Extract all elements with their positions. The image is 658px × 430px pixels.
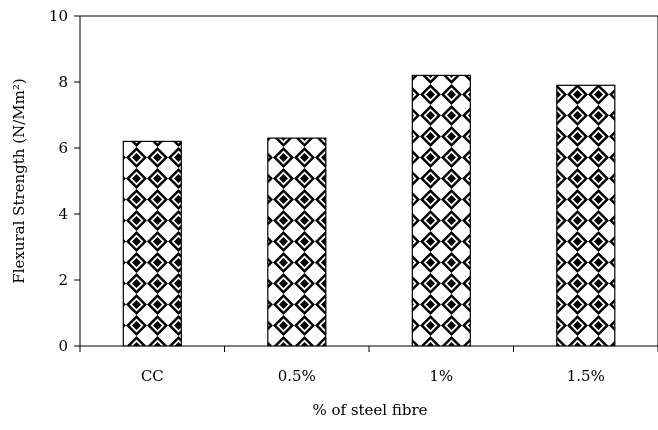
x-axis-ticks: CC 0.5% 1% 1.5% [79,346,658,385]
y-axis-title: Flexural Strength (N/Mm²) [10,78,28,283]
bars-group [122,74,616,347]
bar-0-5 [267,137,327,347]
bar-1 [411,74,471,347]
x-tick-label: 1.5% [567,367,605,385]
bar-1-5 [556,84,616,347]
x-tick-label: 0.5% [278,367,316,385]
y-tick-label: 6 [58,139,68,157]
y-tick-label: 2 [58,271,68,289]
bar-cc [122,140,182,347]
y-tick-label: 0 [58,337,68,355]
y-axis-ticks: 0 2 4 6 8 10 [49,7,80,355]
y-tick-label: 4 [58,205,68,223]
x-axis-title: % of steel fibre [312,401,427,419]
y-tick-label: 8 [58,73,68,91]
x-tick-label: 1% [429,367,453,385]
y-tick-label: 10 [49,7,68,25]
x-tick-label: CC [141,367,164,385]
